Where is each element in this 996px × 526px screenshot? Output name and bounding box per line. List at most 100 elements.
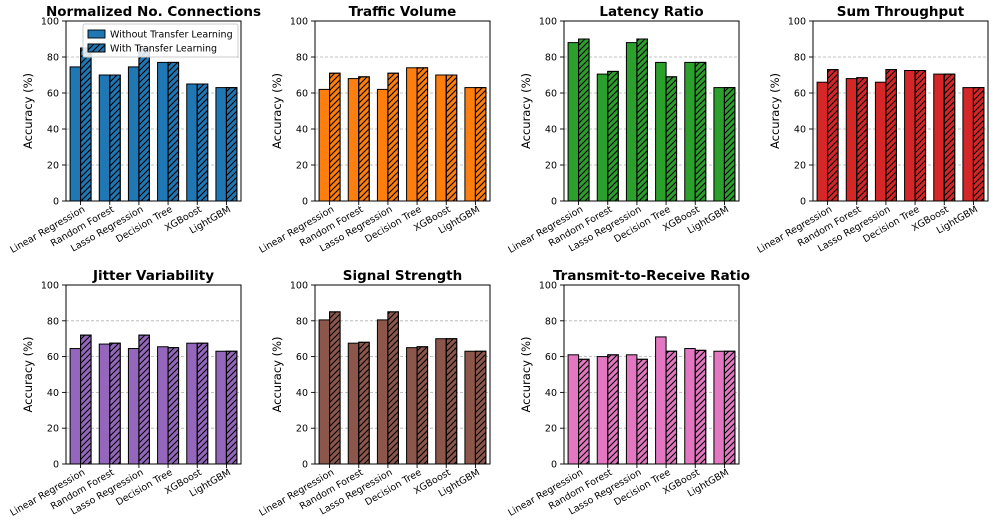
- y-tick-label: 20: [47, 424, 59, 435]
- y-tick-label: 40: [545, 388, 557, 399]
- y-tick-label: 80: [296, 53, 308, 64]
- bar-hatch-decision-tree: [167, 61, 180, 202]
- bar-without-transfer-learning-random-forest: [347, 78, 360, 202]
- bar-without-transfer-learning-xgboost: [684, 61, 696, 202]
- y-axis-label: Accuracy (%): [270, 73, 284, 149]
- chart-title: Sum Throughput: [837, 4, 965, 20]
- bar-without-transfer-learning-lightgbm: [713, 350, 725, 465]
- y-tick-label: 0: [53, 197, 59, 208]
- bar-hatch-lightgbm: [972, 87, 985, 202]
- bar-without-transfer-learning-decision-tree: [157, 61, 169, 202]
- bar-without-transfer-learning-random-forest: [845, 78, 858, 202]
- axes-frame: [314, 20, 491, 202]
- y-tick-label: 0: [302, 197, 308, 208]
- bar-hatch-linear-regression: [80, 334, 92, 465]
- bar-hatch-linear-regression: [827, 69, 839, 202]
- axes-frame: [65, 284, 242, 465]
- bar-without-transfer-learning-decision-tree: [655, 61, 667, 202]
- chart-jitter-variability: Jitter Variability 0 20 40 60 80 100 Accuracy (…: [8, 268, 242, 519]
- y-tick-label: 40: [296, 125, 308, 136]
- chart-title: Traffic Volume: [349, 4, 457, 20]
- y-tick-label: 80: [794, 53, 806, 64]
- bar-without-transfer-learning-xgboost: [933, 73, 945, 202]
- y-tick-label: 60: [296, 352, 308, 363]
- bar-without-transfer-learning-decision-tree: [655, 336, 667, 465]
- y-tick-label: 100: [290, 281, 308, 292]
- bar-without-transfer-learning-linear-regression: [567, 354, 580, 465]
- y-tick-label: 60: [296, 89, 308, 100]
- bar-hatch-xgboost: [445, 338, 458, 465]
- y-tick-label: 20: [296, 161, 308, 172]
- bar-without-transfer-learning-xgboost: [435, 74, 447, 202]
- chart-title: Latency Ratio: [599, 4, 703, 20]
- y-tick-label: 80: [47, 316, 59, 327]
- bar-without-transfer-learning-random-forest: [347, 342, 360, 465]
- axes-frame: [65, 20, 242, 202]
- y-axis-label: Accuracy (%): [21, 73, 35, 149]
- bar-hatch-lightgbm: [474, 350, 487, 465]
- y-axis-label: Accuracy (%): [519, 73, 533, 149]
- bar-without-transfer-learning-lightgbm: [215, 87, 227, 202]
- chart-title: Normalized No. Connections: [46, 4, 261, 20]
- bar-hatch-lightgbm: [723, 350, 736, 465]
- y-tick-label: 20: [794, 161, 806, 172]
- legend-label-without: Without Transfer Learning: [110, 30, 233, 41]
- bar-hatch-random-forest: [607, 70, 619, 202]
- y-tick-label: 40: [47, 125, 59, 136]
- bar-hatch-linear-regression: [578, 38, 590, 202]
- bar-hatch-lightgbm: [225, 87, 238, 202]
- bar-hatch-lasso-regression: [636, 358, 648, 465]
- bar-hatch-random-forest: [109, 74, 121, 202]
- y-tick-label: 100: [41, 281, 59, 292]
- bar-hatch-decision-tree: [167, 347, 180, 465]
- bar-hatch-lasso-regression: [138, 47, 150, 202]
- bar-hatch-xgboost: [196, 342, 209, 465]
- y-tick-label: 100: [539, 281, 557, 292]
- y-tick-label: 0: [302, 460, 308, 471]
- y-tick-label: 0: [551, 460, 557, 471]
- bar-without-transfer-learning-lasso-regression: [625, 354, 638, 465]
- y-tick-label: 20: [545, 161, 557, 172]
- y-tick-label: 0: [800, 197, 806, 208]
- y-tick-label: 60: [794, 89, 806, 100]
- bar-hatch-decision-tree: [416, 346, 429, 465]
- bar-hatch-lasso-regression: [885, 69, 897, 202]
- y-tick-label: 100: [41, 17, 59, 28]
- y-tick-label: 80: [545, 316, 557, 327]
- bar-hatch-decision-tree: [416, 67, 429, 202]
- y-tick-label: 80: [296, 316, 308, 327]
- bar-without-transfer-learning-decision-tree: [904, 70, 916, 202]
- bar-hatch-random-forest: [109, 342, 121, 465]
- bar-without-transfer-learning-decision-tree: [157, 346, 169, 465]
- bar-without-transfer-learning-linear-regression: [318, 88, 331, 202]
- y-tick-label: 80: [545, 53, 557, 64]
- bar-without-transfer-learning-lightgbm: [464, 350, 476, 465]
- bar-hatch-lightgbm: [474, 87, 487, 202]
- bar-without-transfer-learning-lasso-regression: [127, 66, 140, 202]
- bar-without-transfer-learning-decision-tree: [406, 347, 418, 465]
- legend-swatch-without: [87, 29, 106, 39]
- bar-hatch-xgboost: [694, 349, 707, 465]
- y-tick-label: 100: [788, 17, 806, 28]
- bar-without-transfer-learning-lightgbm: [962, 87, 974, 202]
- bar-hatch-linear-regression: [329, 311, 341, 465]
- legend-swatch-with-hatch: [87, 43, 106, 53]
- bar-hatch-random-forest: [358, 341, 370, 465]
- bar-without-transfer-learning-linear-regression: [69, 348, 82, 465]
- y-axis-label: Accuracy (%): [270, 336, 284, 412]
- y-tick-label: 60: [47, 89, 59, 100]
- bar-hatch-random-forest: [358, 76, 370, 202]
- bar-without-transfer-learning-xgboost: [186, 342, 198, 465]
- legend-label-with: With Transfer Learning: [110, 44, 217, 55]
- bar-without-transfer-learning-random-forest: [98, 74, 111, 202]
- bar-hatch-lasso-regression: [138, 334, 150, 465]
- y-tick-label: 40: [794, 125, 806, 136]
- bar-without-transfer-learning-linear-regression: [816, 81, 829, 202]
- bar-hatch-linear-regression: [329, 72, 341, 202]
- bar-without-transfer-learning-random-forest: [596, 73, 609, 202]
- bar-without-transfer-learning-lightgbm: [713, 87, 725, 202]
